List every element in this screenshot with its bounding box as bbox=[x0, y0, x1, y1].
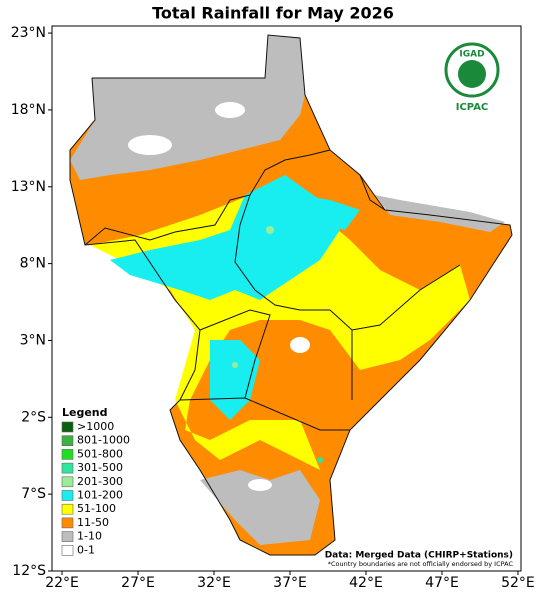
y-tick-label: 7°S bbox=[21, 486, 46, 502]
x-tick-label: 32°E bbox=[197, 575, 231, 591]
logo-org: ICPAC bbox=[456, 102, 489, 113]
legend-label: 301-500 bbox=[77, 461, 123, 474]
y-tick-label: 2°S bbox=[21, 409, 46, 425]
rainfall-map bbox=[69, 34, 513, 556]
y-tick-label: 23°N bbox=[11, 25, 46, 41]
legend-label: 1-10 bbox=[77, 530, 102, 543]
x-tick-label: 47°E bbox=[425, 575, 459, 591]
legend-label: 51-100 bbox=[77, 502, 116, 515]
legend-swatch bbox=[61, 435, 74, 447]
legend-swatch bbox=[61, 517, 74, 529]
map-frame bbox=[51, 25, 522, 572]
legend-label: 201-300 bbox=[77, 475, 123, 488]
y-tick-label: 18°N bbox=[11, 102, 46, 118]
legend-label: 11-50 bbox=[77, 516, 109, 529]
logo-name: IGAD bbox=[459, 50, 484, 60]
x-tick-label: 37°E bbox=[273, 575, 307, 591]
legend-swatch bbox=[61, 544, 74, 556]
legend-swatch bbox=[61, 449, 74, 460]
legend-title: Legend bbox=[62, 406, 108, 419]
y-tick-label: 12°S bbox=[12, 563, 46, 579]
legend-swatch bbox=[61, 421, 74, 433]
legend-swatch bbox=[61, 490, 74, 501]
x-tick-label: 42°E bbox=[349, 575, 383, 591]
legend-swatch bbox=[61, 462, 74, 474]
logo-emblem bbox=[458, 60, 486, 88]
y-tick-label: 8°N bbox=[20, 256, 46, 272]
legend-label: >1000 bbox=[77, 420, 114, 433]
x-tick-label: 27°E bbox=[121, 575, 155, 591]
x-tick-label: 52°E bbox=[501, 575, 535, 591]
x-tick-label: 22°E bbox=[45, 575, 79, 591]
logo: IGAD ICPAC bbox=[444, 42, 500, 113]
legend-label: 801-1000 bbox=[77, 434, 130, 447]
legend-label: 501-800 bbox=[77, 447, 123, 460]
legend-label: 0-1 bbox=[77, 543, 95, 556]
y-tick-label: 3°N bbox=[20, 332, 46, 348]
map-title: Total Rainfall for May 2026 bbox=[152, 4, 394, 23]
source: Data: Merged Data (CHIRP+Stations) bbox=[325, 551, 513, 561]
legend-swatch bbox=[61, 503, 74, 515]
legend-swatch bbox=[61, 531, 74, 542]
note: *Country boundaries are not officially e… bbox=[328, 560, 514, 568]
y-tick-label: 13°N bbox=[11, 179, 46, 195]
legend-swatch bbox=[61, 476, 74, 488]
legend-label: 101-200 bbox=[77, 489, 123, 502]
